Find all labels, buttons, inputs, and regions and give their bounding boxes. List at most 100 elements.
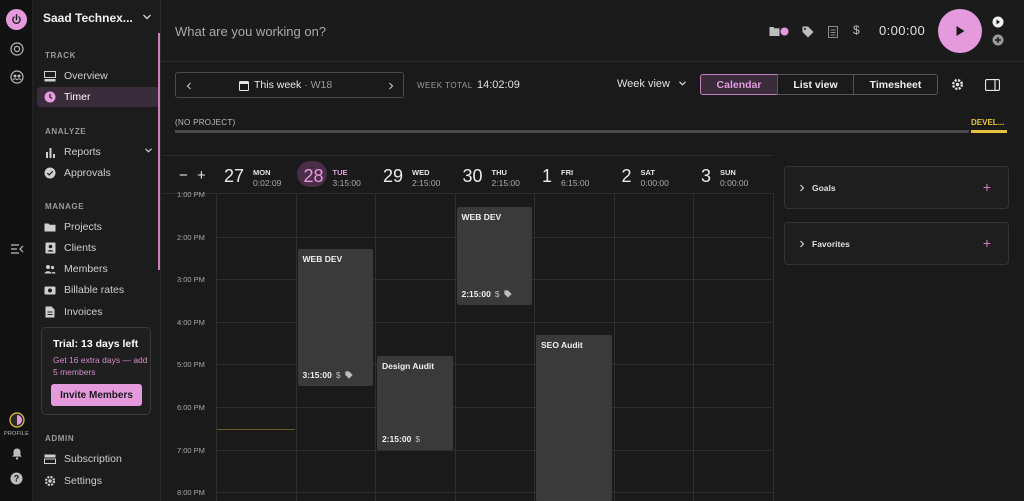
- day-name: WED: [412, 168, 430, 177]
- chevron-right-icon: [800, 184, 805, 192]
- week-label[interactable]: This week · W18: [254, 79, 332, 91]
- project-bar-dev[interactable]: [971, 130, 1007, 133]
- tag-icon[interactable]: [802, 25, 814, 43]
- timer-display: 0:00:00: [879, 23, 926, 38]
- target-icon[interactable]: [6, 38, 27, 59]
- sidebar-item-timer[interactable]: Timer: [37, 87, 159, 107]
- day-header[interactable]: 27 MON 0:02:09: [216, 156, 296, 193]
- day-header[interactable]: 1 FRI 6:15:00: [534, 156, 614, 193]
- time-entry-footer: 2:15:00 $: [462, 289, 512, 299]
- project-bar-label: (NO PROJECT): [175, 118, 236, 127]
- header-divider: [163, 193, 772, 194]
- tab-list-view[interactable]: List view: [777, 74, 854, 95]
- chevron-left-icon[interactable]: [186, 82, 192, 90]
- start-timer-button[interactable]: [938, 9, 982, 53]
- tag-icon: [503, 290, 512, 298]
- bar-chart-icon: [44, 146, 56, 158]
- sidebar-item-clients[interactable]: Clients: [37, 238, 159, 258]
- chevron-right-icon[interactable]: [388, 82, 394, 90]
- time-entry[interactable]: Design Audit 2:15:00 $: [377, 355, 453, 450]
- day-header[interactable]: 3 SUN 0:00:00: [693, 156, 773, 193]
- billable-dollar-icon[interactable]: $: [853, 23, 860, 37]
- add-favorite-icon[interactable]: +: [982, 235, 991, 251]
- zoom-in-button[interactable]: +: [197, 167, 206, 184]
- bell-icon[interactable]: [6, 443, 27, 464]
- invite-members-button[interactable]: Invite Members: [51, 384, 142, 406]
- task-icon[interactable]: [828, 25, 838, 43]
- time-entry-footer: 2:15:00 $: [382, 434, 420, 444]
- timer-bar: $ 0:00:00: [161, 0, 1024, 62]
- hour-label: 3:00 PM: [177, 275, 205, 285]
- chevron-down-icon[interactable]: [142, 13, 152, 21]
- invoice-icon: [44, 306, 56, 318]
- sidebar-item-approvals[interactable]: Approvals: [37, 163, 159, 183]
- day-column-divider: [613, 193, 615, 501]
- day-total: 2:15:00: [412, 178, 441, 188]
- add-goal-icon[interactable]: +: [982, 179, 991, 195]
- sidebar-item-members[interactable]: Members: [37, 259, 159, 279]
- hour-label: 8:00 PM: [177, 488, 205, 498]
- manual-mode-icon[interactable]: [992, 33, 1004, 51]
- time-entry-title: WEB DEV: [302, 254, 343, 265]
- billable-dollar-icon: $: [494, 288, 500, 299]
- day-header[interactable]: 28 TUE 3:15:00: [296, 156, 376, 193]
- collapse-sidebar-icon[interactable]: [6, 238, 27, 259]
- project-toggle-icon[interactable]: [769, 24, 789, 42]
- sidebar-item-subscription[interactable]: Subscription: [37, 449, 159, 469]
- sidebar-item-billable-rates[interactable]: Billable rates: [37, 280, 159, 300]
- day-number: 28: [303, 166, 324, 186]
- view-select[interactable]: Week view: [617, 78, 687, 90]
- section-track: TRACK: [45, 51, 76, 60]
- sidebar-item-reports[interactable]: Reports: [37, 142, 159, 162]
- settings-gear-icon[interactable]: [951, 78, 964, 96]
- side-panel-toggle-icon[interactable]: [984, 78, 1001, 96]
- calendar-icon: [239, 81, 249, 91]
- day-total: 2:15:00: [491, 178, 520, 188]
- tab-timesheet[interactable]: Timesheet: [853, 74, 938, 95]
- help-icon[interactable]: ?: [6, 468, 27, 489]
- tab-calendar[interactable]: Calendar: [700, 74, 778, 95]
- money-icon: [44, 284, 56, 296]
- day-column-divider: [693, 193, 694, 501]
- project-bar-no-project[interactable]: [175, 130, 969, 133]
- week-number: · W18: [304, 79, 333, 91]
- day-number: 1: [542, 166, 553, 186]
- day-header[interactable]: 30 THU 2:15:00: [455, 156, 535, 193]
- view-select-value: Week view: [617, 78, 670, 90]
- hour-label: 2:00 PM: [177, 232, 205, 242]
- time-entry-duration: 2:15:00: [461, 288, 491, 299]
- sidebar-item-label: Approvals: [64, 167, 111, 179]
- zoom-out-button[interactable]: −: [179, 167, 188, 184]
- favorites-panel[interactable]: Favorites +: [784, 222, 1009, 265]
- task-description-input[interactable]: [175, 20, 595, 42]
- hour-label: 4:00 PM: [177, 317, 205, 327]
- workspace-name[interactable]: Saad Technex...: [43, 11, 133, 25]
- hour-label: 5:00 PM: [177, 360, 205, 370]
- sidebar-item-overview[interactable]: Overview: [37, 66, 159, 86]
- play-icon: [956, 26, 965, 36]
- power-icon[interactable]: [6, 9, 27, 30]
- hour-gridline: [216, 449, 772, 451]
- day-header[interactable]: 29 WED 2:15:00: [375, 156, 455, 193]
- timer-mode-icon[interactable]: [992, 15, 1004, 33]
- time-entry[interactable]: SEO Audit: [536, 334, 612, 501]
- hour-gridline: [216, 321, 772, 323]
- day-number: 3: [701, 166, 712, 186]
- profile-avatar-icon[interactable]: [6, 409, 27, 430]
- week-total-value: 14:02:09: [477, 79, 520, 91]
- day-number: 29: [383, 166, 404, 186]
- sidebar-item-projects[interactable]: Projects: [37, 217, 159, 237]
- hour-label: 6:00 PM: [177, 403, 205, 412]
- day-header[interactable]: 2 SAT 0:00:00: [614, 156, 694, 193]
- time-entry[interactable]: WEB DEV 3:15:00 $: [297, 249, 373, 386]
- time-entry[interactable]: WEB DEV 2:15:00 $: [456, 206, 532, 305]
- sidebar-scroll-indicator: [158, 33, 160, 270]
- goals-panel[interactable]: Goals +: [784, 166, 1009, 209]
- sidebar-item-settings[interactable]: Settings: [37, 471, 159, 491]
- day-name: SAT: [640, 168, 655, 177]
- sidebar-item-invoices[interactable]: Invoices: [37, 302, 159, 322]
- hour-gridline: [216, 407, 772, 408]
- overview-icon: [44, 70, 56, 82]
- team-icon[interactable]: [6, 66, 27, 87]
- day-total: 0:00:00: [720, 178, 749, 188]
